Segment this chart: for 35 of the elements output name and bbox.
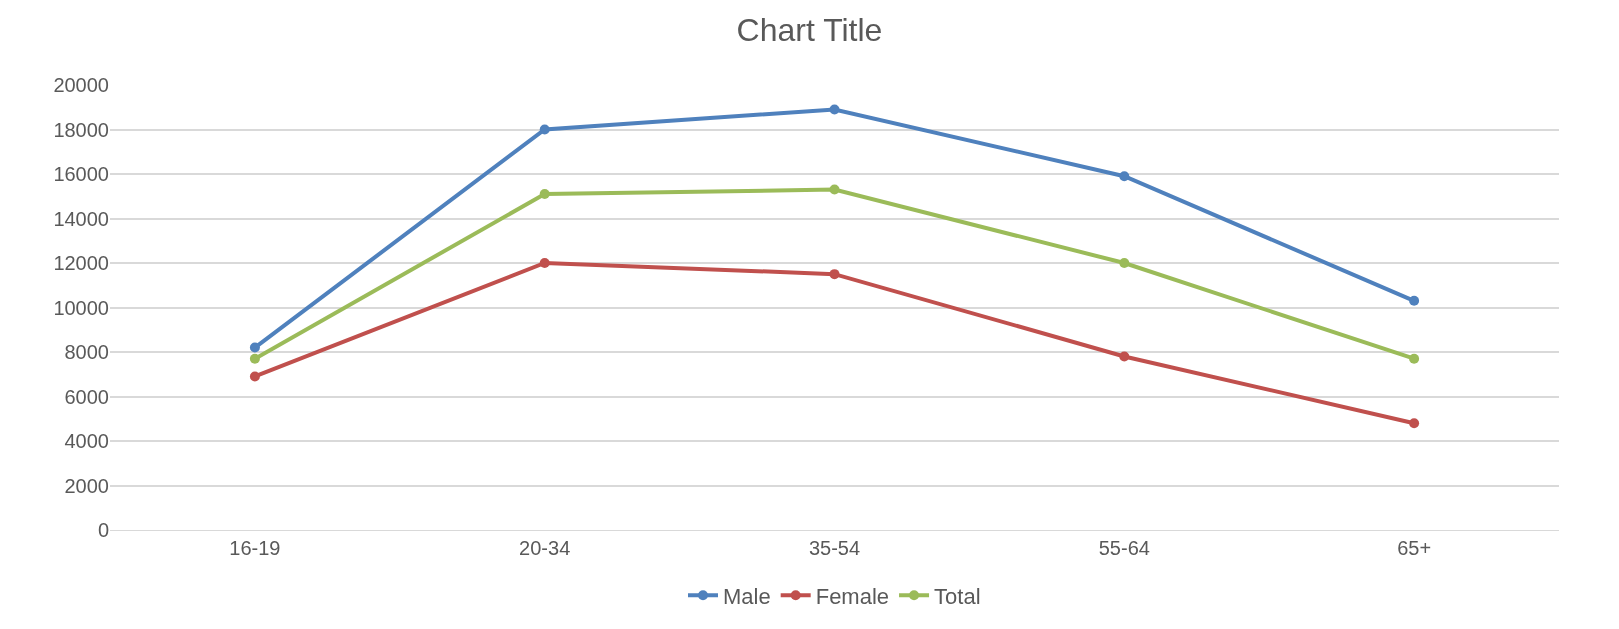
point <box>1409 295 1420 306</box>
point <box>249 353 260 364</box>
point <box>539 124 550 135</box>
x-tick-label: 35-54 <box>808 537 861 559</box>
point <box>249 342 260 353</box>
y-tick-label: 4000 <box>64 430 109 452</box>
point <box>829 104 840 115</box>
point <box>249 371 260 382</box>
y-tick-label: 10000 <box>53 296 109 319</box>
legend-label: Female <box>815 583 890 609</box>
point <box>1119 351 1130 362</box>
y-tick-label: 16000 <box>53 163 109 185</box>
point <box>539 189 550 200</box>
x-tick-label: 16-19 <box>229 537 281 559</box>
x-tick-label: 65+ <box>1397 537 1432 559</box>
point <box>1409 353 1420 364</box>
y-tick-label: 6000 <box>64 385 109 408</box>
y-tick-label: 18000 <box>53 118 109 141</box>
point <box>539 258 550 268</box>
legend-label: Male <box>723 583 771 609</box>
y-tick-label: 14000 <box>53 207 109 230</box>
x-tick-label: 20-34 <box>519 537 571 559</box>
chart-title: Chart Title <box>736 12 883 49</box>
point <box>829 184 840 195</box>
point <box>829 269 840 280</box>
point <box>1119 171 1130 182</box>
y-tick-label: 2000 <box>64 474 109 497</box>
y-tick-label: 20000 <box>53 74 109 96</box>
legend-label: Total <box>934 583 981 609</box>
point <box>1119 258 1130 268</box>
y-tick-label: 0 <box>97 519 109 541</box>
y-tick-label: 8000 <box>64 341 109 363</box>
y-tick-label: 12000 <box>53 252 109 274</box>
point <box>1409 418 1420 429</box>
x-tick-label: 55-64 <box>1098 537 1150 559</box>
